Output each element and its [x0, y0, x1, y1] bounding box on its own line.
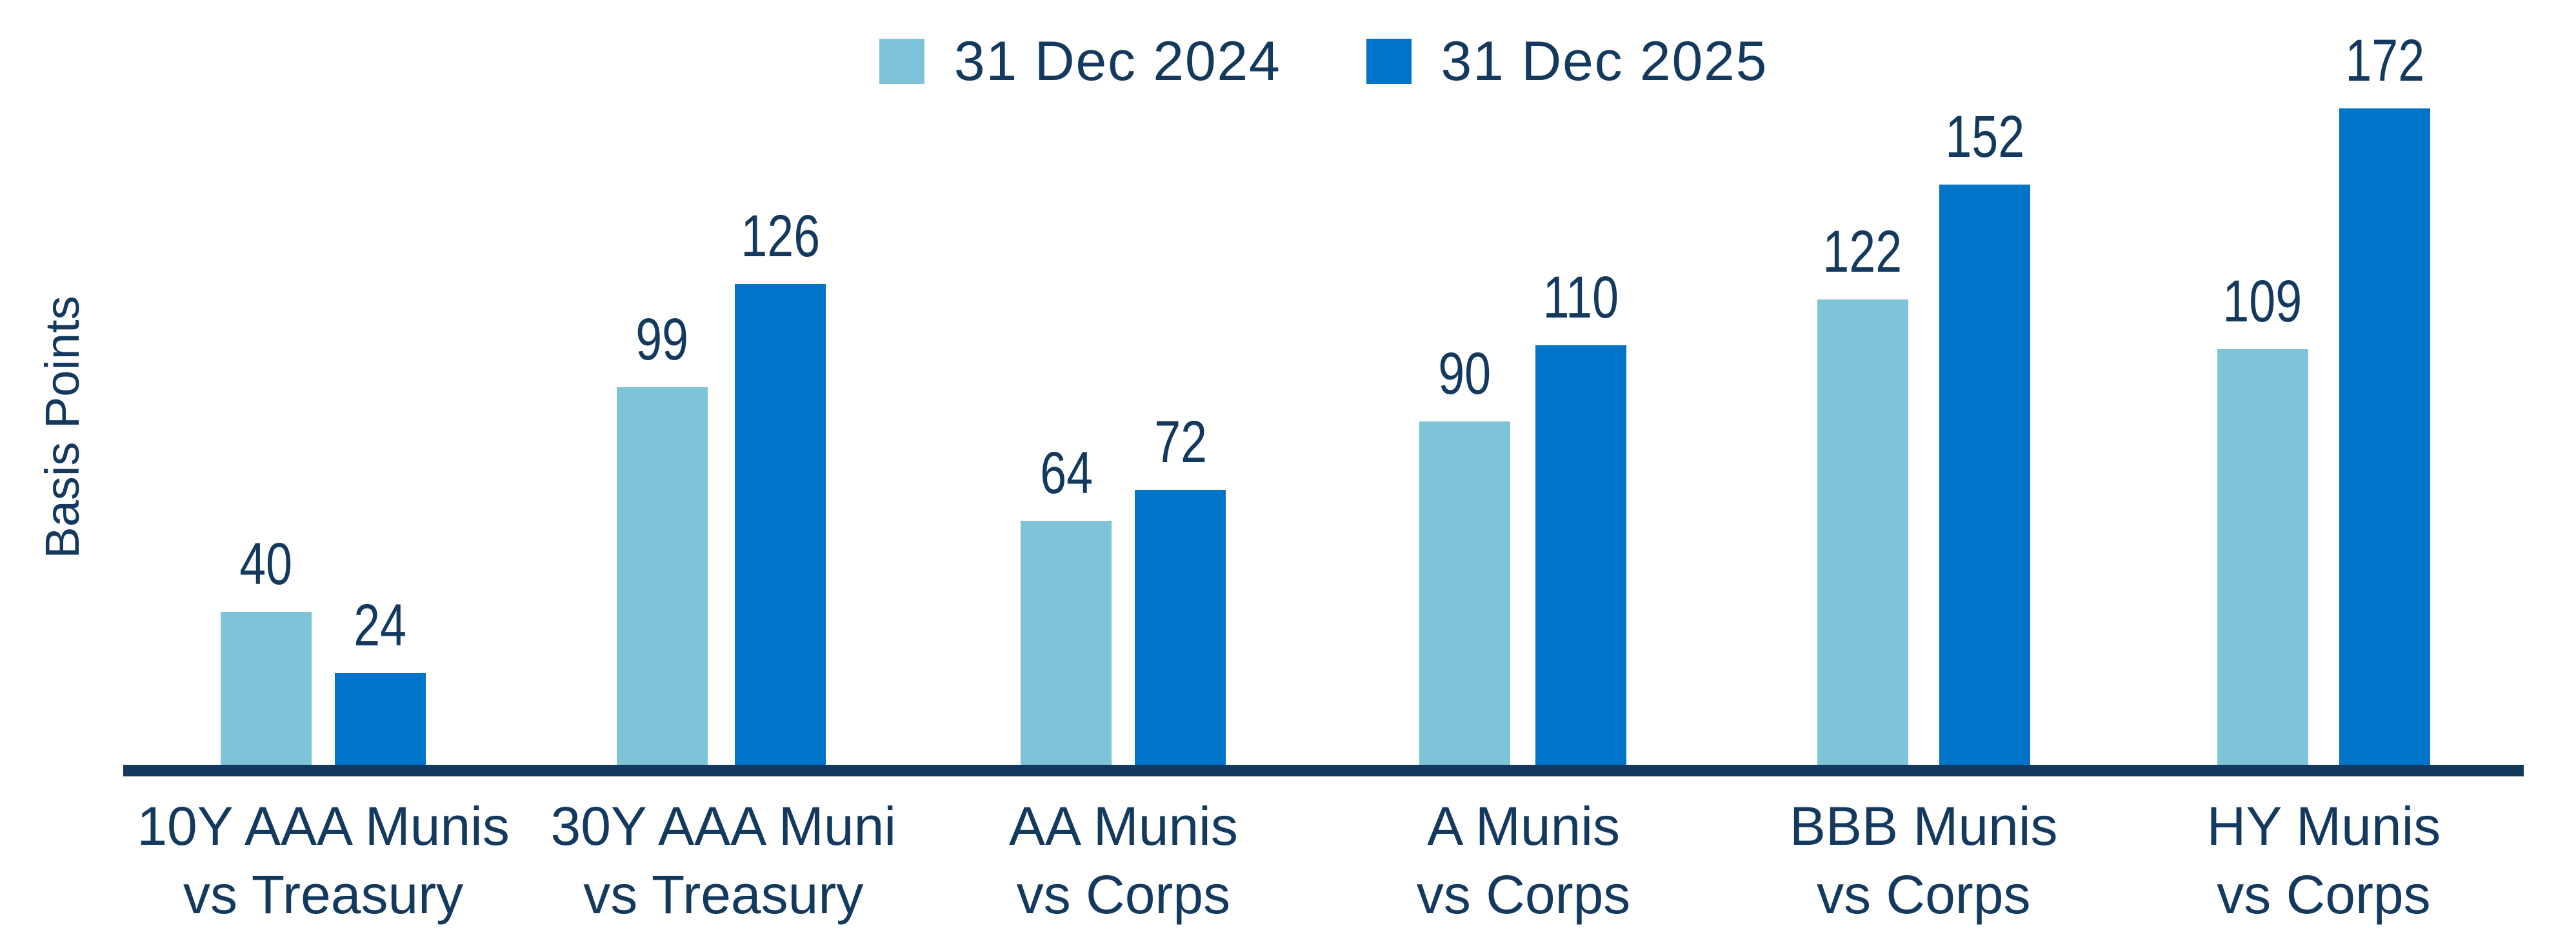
x-axis-line [123, 765, 2524, 776]
bar-2024 [2217, 349, 2308, 765]
bar-2024 [1419, 421, 1510, 765]
bar-value-label: 110 [1543, 265, 1619, 330]
legend-swatch-2024-icon [879, 39, 924, 84]
bar-value-label: 90 [1438, 341, 1492, 407]
bar-group-10y-aaa-munis: 40 24 [123, 0, 523, 765]
bar-value-label: 99 [635, 307, 689, 372]
legend-label-2025: 31 Dec 2025 [1441, 30, 1768, 92]
bar-2024 [1817, 299, 1908, 765]
category-label: HY Munis vs Corps [2206, 796, 2441, 925]
bar-group-bbb-munis: 122 152 [1724, 0, 2124, 765]
bar-col: 122 [1813, 222, 1912, 765]
bar-2024 [1021, 521, 1112, 765]
bar-col: 126 [731, 207, 830, 765]
bar-col: 152 [1935, 107, 2035, 765]
bar-col: 24 [335, 596, 426, 765]
bar-col: 72 [1135, 412, 1226, 765]
bar-2025 [1135, 490, 1226, 765]
bar-col: 172 [2335, 31, 2435, 765]
y-axis-label: Basis Points [35, 296, 89, 559]
bar-2025 [2339, 108, 2431, 765]
bar-value-label: 64 [1039, 440, 1093, 506]
category-labels: 10Y AAA Munis vs Treasury 30Y AAA Muni v… [123, 793, 2524, 929]
bar-value-label: 126 [741, 203, 821, 269]
bar-group-30y-aaa-muni: 99 126 [523, 0, 923, 765]
category-label: A Munis vs Corps [1416, 796, 1631, 925]
legend-item-2024: 31 Dec 2024 [879, 34, 1281, 89]
category-label: AA Munis vs Corps [1009, 796, 1238, 925]
bar-col: 90 [1419, 344, 1510, 765]
bar-group-aa-munis: 64 72 [923, 0, 1323, 765]
bar-2025 [735, 284, 826, 765]
legend-swatch-2025-icon [1366, 39, 1412, 84]
bar-col: 40 [221, 534, 312, 765]
category-label: 10Y AAA Munis vs Treasury [137, 796, 510, 925]
bar-value-label: 152 [1945, 104, 2024, 170]
bar-group-hy-munis: 109 172 [2124, 0, 2524, 765]
bar-value-label: 109 [2222, 268, 2302, 334]
bar-2025 [335, 673, 426, 765]
bar-value-label: 40 [239, 531, 293, 597]
bar-col: 110 [1533, 268, 1628, 765]
bar-2024 [617, 387, 708, 765]
category-label: 30Y AAA Muni vs Treasury [550, 796, 897, 925]
bar-col: 99 [617, 310, 708, 765]
bar-2025 [1939, 185, 2031, 765]
bar-group-a-munis: 90 110 [1324, 0, 1724, 765]
bar-2024 [221, 612, 312, 765]
legend: 31 Dec 2024 31 Dec 2025 [123, 34, 2524, 89]
bar-value-label: 24 [354, 592, 407, 658]
bar-2025 [1535, 345, 1626, 765]
legend-label-2024: 31 Dec 2024 [954, 30, 1281, 92]
legend-item-2025: 31 Dec 2025 [1366, 34, 1768, 89]
bar-col: 64 [1021, 443, 1112, 765]
bar-value-label: 72 [1153, 409, 1207, 475]
bar-value-label: 172 [2345, 28, 2425, 94]
plot-area: 40 24 99 126 64 72 [123, 0, 2524, 765]
category-label: BBB Munis vs Corps [1790, 796, 2058, 925]
bar-col: 109 [2213, 272, 2312, 765]
bar-value-label: 122 [1822, 219, 1902, 285]
